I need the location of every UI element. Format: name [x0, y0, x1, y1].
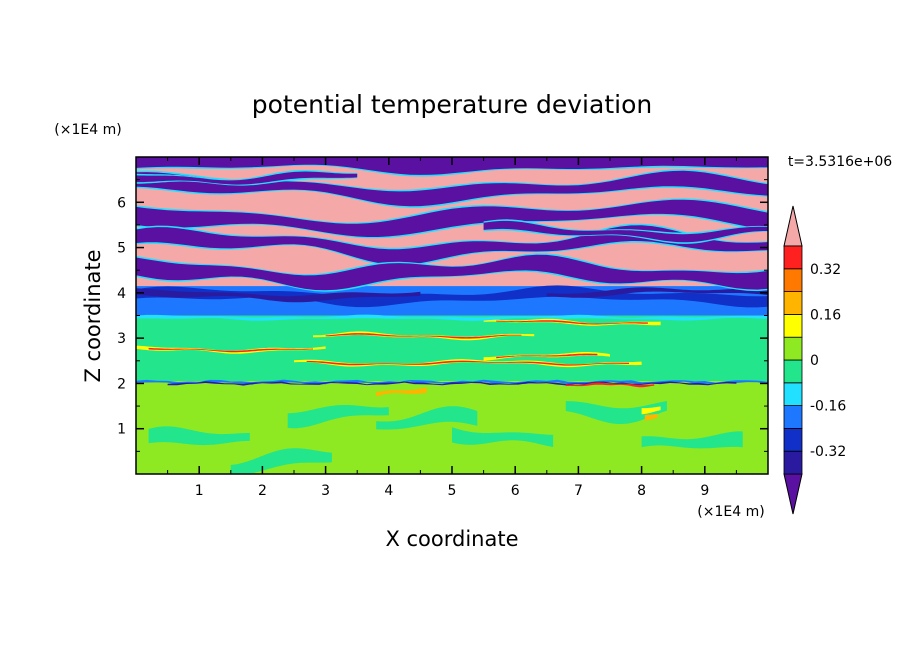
field-upper-band-4 [136, 254, 768, 291]
colorbar: 0.32 0.16 0 -0.16 -0.32 [783, 205, 846, 515]
colorbar-label: 0 [810, 353, 819, 369]
chart-title: potential temperature deviation [252, 90, 652, 119]
field-cyan-band [136, 314, 768, 321]
time-label: t=3.5316e+06 [788, 154, 892, 170]
colorbar-seg-4 [783, 359, 803, 384]
y-unit-label: (×1E4 m) [54, 122, 121, 138]
field-mid-streak-core-0 [306, 360, 629, 366]
field-patch-warm-3 [644, 413, 658, 421]
field-patch-4 [230, 448, 332, 474]
colorbar-label: 0.32 [810, 262, 841, 278]
field-patch-6 [376, 406, 478, 430]
colorbar-seg-8 [783, 268, 803, 292]
field-upper-band-6 [483, 220, 768, 243]
x-axis-title: X coordinate [385, 527, 518, 551]
x-tick-label-2: 2 [258, 483, 267, 499]
field-upper-band-1 [136, 170, 768, 207]
field-upper-band-5 [136, 171, 358, 185]
field-patch-warm-2 [641, 406, 661, 415]
field-inversion-line [136, 379, 768, 385]
colorbar-seg-2 [783, 405, 803, 429]
colorbar-extend-bottom [783, 473, 803, 515]
field-patch-5 [641, 431, 743, 449]
field-upper-band-2 [136, 199, 768, 237]
field-mid-streak-0 [294, 359, 642, 368]
colorbar-seg-0 [783, 450, 803, 475]
x-tick-label-9: 9 [700, 483, 709, 499]
field-mid-streak-core-1 [148, 347, 313, 353]
field-patch-0 [148, 426, 250, 446]
y-tick-label-4: 4 [117, 286, 126, 302]
colorbar-seg-1 [783, 427, 803, 452]
x-tick-label-8: 8 [637, 483, 646, 499]
colorbar-seg-3 [783, 382, 803, 406]
y-tick-label-6: 6 [117, 195, 126, 211]
field-mid-streak-core-4 [496, 353, 598, 359]
contour-field [136, 157, 768, 474]
colorbar-label: -0.32 [810, 444, 846, 460]
colorbar-label: -0.16 [810, 399, 846, 415]
field-inversion-core [167, 381, 737, 386]
field-mid-layer [136, 315, 768, 382]
field-patch-1 [287, 405, 389, 429]
x-tick-label-5: 5 [448, 483, 457, 499]
field-stable-core [136, 285, 768, 308]
y-axis-title: Z coordinate [81, 249, 105, 382]
colorbar-extend-top [783, 205, 803, 247]
field-stable-dark-1 [136, 288, 421, 303]
x-tick-label-1: 1 [195, 483, 204, 499]
y-axis: 1 2 3 4 5 6 [117, 179, 768, 452]
x-tick-label-4: 4 [384, 483, 393, 499]
y-tick-label-1: 1 [117, 422, 126, 438]
colorbar-label: 0.16 [810, 307, 841, 323]
field-patch-2 [452, 427, 554, 447]
colorbar-seg-5 [783, 336, 803, 361]
field-mid-streak-core-2 [325, 333, 522, 339]
field-patch-3 [565, 401, 667, 424]
x-tick-label-6: 6 [511, 483, 520, 499]
colorbar-seg-6 [783, 313, 803, 338]
field-mid-streak-core-3 [496, 320, 648, 325]
y-tick-label-3: 3 [117, 331, 126, 347]
colorbar-seg-7 [783, 291, 803, 315]
field-patch-warm-1 [376, 387, 427, 397]
y-tick-label-2: 2 [117, 376, 126, 392]
x-tick-label-3: 3 [321, 483, 330, 499]
field-stable-dark-2 [546, 287, 768, 298]
x-tick-label-7: 7 [574, 483, 583, 499]
x-unit-label: (×1E4 m) [697, 504, 764, 520]
x-axis: 1 2 3 4 5 6 7 8 9 [167, 157, 737, 499]
y-tick-label-5: 5 [117, 241, 126, 257]
colorbar-seg-9 [783, 245, 803, 270]
field-inversion-warm [565, 382, 655, 388]
